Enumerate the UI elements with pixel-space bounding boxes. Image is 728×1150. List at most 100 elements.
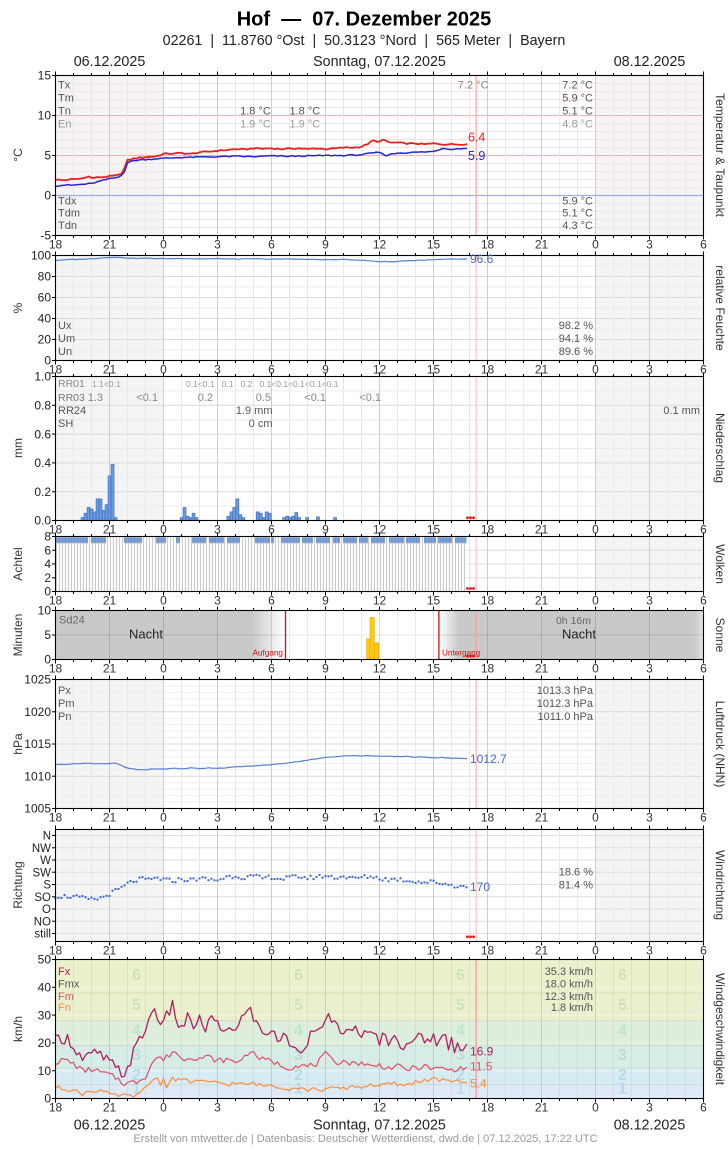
svg-text:0: 0 — [160, 594, 167, 608]
svg-text:0: 0 — [592, 238, 599, 252]
svg-text:1012.7: 1012.7 — [470, 752, 507, 766]
svg-text:0: 0 — [592, 363, 599, 377]
svg-text:5.9 °C: 5.9 °C — [562, 195, 593, 207]
svg-text:0.5: 0.5 — [256, 392, 271, 404]
svg-text:0: 0 — [44, 1092, 51, 1106]
svg-text:18: 18 — [481, 1101, 495, 1115]
svg-text:3: 3 — [294, 1047, 303, 1064]
svg-text:30: 30 — [38, 1008, 52, 1022]
svg-text:Fm: Fm — [58, 991, 74, 1003]
svg-text:4: 4 — [132, 1023, 141, 1040]
svg-text:5: 5 — [44, 149, 51, 163]
svg-text:15: 15 — [427, 944, 441, 958]
svg-text:4: 4 — [618, 1023, 627, 1040]
svg-text:15: 15 — [427, 662, 441, 676]
svg-text:2: 2 — [132, 1067, 141, 1084]
svg-text:6: 6 — [700, 523, 707, 537]
svg-text:1.9 °C: 1.9 °C — [289, 119, 320, 131]
svg-text:Fn: Fn — [58, 1002, 71, 1014]
svg-text:3: 3 — [646, 238, 653, 252]
svg-text:SO: SO — [34, 892, 51, 904]
svg-text:9: 9 — [322, 1101, 329, 1115]
svg-text:Richtung: Richtung — [11, 861, 25, 908]
svg-text:Sonne: Sonne — [713, 618, 727, 653]
svg-text:60: 60 — [38, 291, 52, 305]
svg-text:Erstellt von mtwetter.de | Dat: Erstellt von mtwetter.de | Datenbasis: D… — [133, 1133, 597, 1145]
svg-text:0: 0 — [592, 944, 599, 958]
svg-text:3: 3 — [214, 523, 221, 537]
svg-text:km/h: km/h — [11, 1016, 25, 1042]
svg-text:15: 15 — [427, 523, 441, 537]
svg-text:18: 18 — [481, 662, 495, 676]
svg-text:6: 6 — [268, 523, 275, 537]
svg-text:18: 18 — [481, 363, 495, 377]
svg-text:Ux: Ux — [58, 320, 72, 332]
svg-text:S: S — [43, 880, 51, 892]
svg-text:4: 4 — [44, 557, 51, 571]
svg-text:81.4 %: 81.4 % — [559, 880, 593, 892]
svg-text:18: 18 — [49, 363, 63, 377]
svg-text:4.8 °C: 4.8 °C — [562, 119, 593, 131]
svg-text:9: 9 — [322, 594, 329, 608]
svg-text:6: 6 — [700, 811, 707, 825]
svg-text:En: En — [58, 119, 71, 131]
svg-text:18: 18 — [49, 238, 63, 252]
svg-text:100: 100 — [31, 249, 51, 263]
svg-text:3: 3 — [214, 238, 221, 252]
svg-text:6: 6 — [700, 238, 707, 252]
svg-text:18: 18 — [481, 944, 495, 958]
svg-text:12: 12 — [373, 811, 387, 825]
svg-text:20: 20 — [38, 1036, 52, 1050]
svg-text:<0.1: <0.1 — [304, 392, 326, 404]
svg-text:1.9 °C: 1.9 °C — [240, 119, 271, 131]
svg-text:0: 0 — [592, 523, 599, 537]
svg-text:0.8: 0.8 — [34, 399, 51, 413]
svg-text:15: 15 — [38, 69, 52, 83]
svg-text:1.1<0.1: 1.1<0.1 — [92, 379, 121, 389]
svg-text:6: 6 — [132, 967, 141, 984]
svg-text:6: 6 — [456, 967, 465, 984]
svg-text:-5: -5 — [40, 229, 51, 243]
svg-text:relative Feuchte: relative Feuchte — [713, 265, 727, 351]
svg-text:21: 21 — [103, 944, 117, 958]
svg-text:Tdm: Tdm — [58, 208, 80, 220]
svg-text:Un: Un — [58, 346, 72, 358]
svg-text:1010: 1010 — [24, 770, 51, 784]
svg-text:0: 0 — [160, 662, 167, 676]
svg-text:1: 1 — [618, 1081, 627, 1098]
svg-text:Nacht: Nacht — [129, 627, 163, 642]
svg-text:1011.0 hPa: 1011.0 hPa — [538, 711, 594, 723]
svg-text:5: 5 — [132, 997, 141, 1014]
svg-text:hPa: hPa — [11, 733, 25, 755]
svg-text:12: 12 — [373, 238, 387, 252]
svg-text:NO: NO — [34, 917, 51, 929]
svg-text:06.12.2025: 06.12.2025 — [74, 54, 146, 70]
svg-text:9: 9 — [322, 811, 329, 825]
svg-text:7.2 °C: 7.2 °C — [458, 80, 489, 92]
svg-text:4: 4 — [294, 1023, 303, 1040]
svg-text:4: 4 — [456, 1023, 465, 1040]
svg-text:08.12.2025: 08.12.2025 — [614, 1118, 686, 1134]
svg-text:18: 18 — [481, 811, 495, 825]
svg-text:21: 21 — [535, 594, 549, 608]
svg-text:9: 9 — [322, 944, 329, 958]
svg-text:1: 1 — [456, 1081, 465, 1098]
svg-text:20: 20 — [38, 333, 52, 347]
svg-text:12.3 km/h: 12.3 km/h — [545, 991, 593, 1003]
svg-text:21: 21 — [103, 811, 117, 825]
svg-text:5.9 °C: 5.9 °C — [562, 93, 593, 105]
svg-text:0: 0 — [160, 1101, 167, 1115]
svg-text:O: O — [42, 904, 51, 916]
svg-text:Achtel: Achtel — [11, 547, 25, 580]
svg-text:89.6 %: 89.6 % — [559, 346, 593, 358]
svg-text:12: 12 — [373, 363, 387, 377]
svg-text:21: 21 — [535, 238, 549, 252]
svg-text:3: 3 — [646, 363, 653, 377]
svg-text:NW: NW — [32, 843, 51, 855]
svg-text:6: 6 — [700, 594, 707, 608]
svg-text:12: 12 — [373, 1101, 387, 1115]
svg-text:3: 3 — [214, 363, 221, 377]
svg-text:Tdn: Tdn — [58, 220, 77, 232]
svg-text:0.6: 0.6 — [34, 427, 51, 441]
svg-text:0: 0 — [592, 811, 599, 825]
